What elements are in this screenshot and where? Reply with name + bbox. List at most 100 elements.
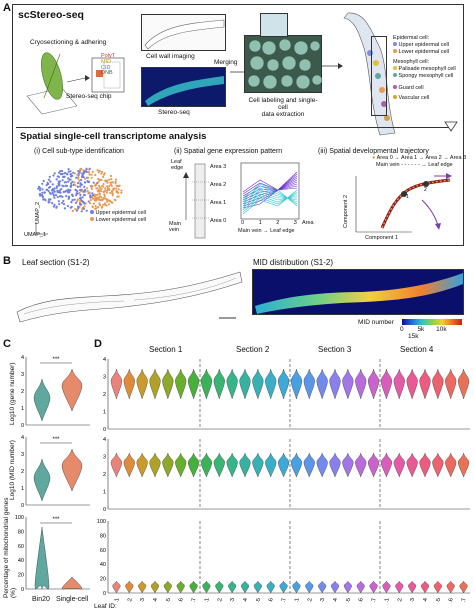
umap-point	[47, 189, 50, 193]
umap-point	[90, 176, 93, 179]
area-axis-ticks: 0 1 2 3	[241, 220, 303, 227]
umap-point	[110, 190, 114, 193]
umap-point	[116, 191, 119, 194]
umap-point	[85, 168, 88, 171]
umap-point	[62, 199, 65, 203]
umap-point	[41, 188, 44, 191]
umap-point	[111, 192, 114, 196]
down-arrow-icon	[444, 121, 458, 132]
umap-point	[96, 193, 99, 196]
d-violin	[150, 580, 160, 594]
analysis-title: Spatial single-cell transcriptome analys…	[20, 131, 207, 142]
svg-text:2: 2	[424, 187, 427, 193]
umap-point	[97, 197, 100, 200]
leaf-id-label: S3-1	[294, 598, 300, 602]
umap-point	[79, 168, 82, 171]
d-violin	[305, 580, 314, 594]
umap-point	[41, 191, 44, 194]
leaf-edge-text: Leaf edge	[171, 159, 184, 171]
umap-point	[76, 185, 79, 188]
expression-line	[242, 183, 298, 207]
umap-point	[70, 193, 74, 196]
umap-point	[100, 199, 104, 202]
d-violin	[292, 580, 301, 594]
umap-point	[75, 176, 78, 179]
main-vein-text: Main vein	[169, 221, 181, 233]
umap-point	[83, 205, 86, 208]
d-violin	[252, 452, 264, 478]
umap-point	[68, 191, 71, 194]
expression-line	[242, 177, 298, 203]
umap-point	[45, 184, 48, 187]
d-violin	[419, 452, 431, 478]
panel-c-plots: 4 3 2 1 0 *** 4 3 2 1 0 *** 100 80 60 40 20 0 ***	[15, 355, 90, 593]
umap-point	[87, 180, 91, 183]
leaf-illustration	[26, 52, 125, 115]
umap-axis-1: UMAP_1	[24, 232, 47, 238]
d-violin	[457, 452, 470, 478]
leaf-strip-areas	[183, 163, 209, 239]
expression-line	[242, 182, 298, 195]
umap-point	[102, 173, 106, 176]
umap-point	[58, 189, 61, 192]
umap-point	[81, 173, 84, 176]
leaf-id-label: S3-7	[372, 598, 378, 602]
umap-point	[79, 182, 82, 185]
y-tick-label: 0	[103, 507, 106, 513]
d-violin	[213, 452, 225, 478]
leaf-id-label: S4-4	[423, 598, 429, 602]
legend-item-label: Lower epidermal cell	[95, 216, 146, 223]
leaf-id-label: S2-5	[256, 598, 262, 602]
legend-item: Guard cell	[393, 84, 463, 92]
leaf-id-label: S3-4	[333, 598, 339, 602]
umap-point	[62, 203, 66, 206]
umap-point	[97, 180, 100, 183]
panel-a-letter: A	[3, 2, 11, 14]
umap-point	[38, 189, 42, 192]
y-tick-label: 100	[15, 515, 24, 521]
d-violin	[419, 368, 431, 400]
umap-point	[98, 203, 101, 206]
umap-point	[72, 183, 75, 186]
umap-point	[117, 185, 120, 188]
y-tick-label: 0	[21, 587, 24, 593]
d-violin	[329, 368, 341, 400]
area-tick: 2	[276, 220, 280, 226]
leaf-id-label: S1-5	[166, 598, 172, 602]
y-tick-label: 40	[18, 558, 24, 564]
y-tick-label: 4	[103, 437, 106, 443]
umap-point	[103, 197, 106, 200]
umap-point	[52, 189, 55, 192]
y-tick-label: 2	[21, 469, 24, 475]
umap-point	[70, 201, 73, 204]
umap-point	[106, 189, 109, 192]
d-violin	[380, 368, 393, 400]
y-tick-label: 80	[100, 533, 106, 539]
analysis-divider	[16, 127, 450, 128]
umap-point	[98, 178, 101, 182]
d-violin	[433, 580, 442, 594]
colorbar-tick: 5k	[417, 326, 425, 333]
umap-axis-2: UMAP_2	[35, 201, 41, 224]
d-violin	[252, 368, 264, 400]
umap-point	[107, 187, 110, 190]
legend-item-label: Upper epidermal cell	[398, 41, 449, 48]
c-ylabel-mito: Percentage of mitochondrial genes (%)	[3, 497, 17, 598]
d-violin	[136, 368, 148, 400]
leaf-id-label: S2-3	[230, 598, 236, 602]
legend-item: Lower epidermal cell	[393, 48, 463, 56]
umap-point	[73, 198, 76, 201]
y-tick-label: 60	[18, 544, 24, 550]
y-tick-label: 2	[103, 472, 106, 478]
umap-point	[47, 186, 51, 189]
y-tick-label: 2	[21, 389, 24, 395]
area-tick: 0	[241, 220, 245, 226]
umap-point	[73, 181, 76, 184]
d-violin	[393, 368, 405, 400]
umap-point	[100, 178, 103, 182]
signif-label: ***	[52, 437, 60, 443]
umap-point	[90, 187, 93, 190]
umap-point	[51, 183, 54, 186]
d-violin	[240, 580, 250, 594]
umap-point	[55, 186, 58, 189]
